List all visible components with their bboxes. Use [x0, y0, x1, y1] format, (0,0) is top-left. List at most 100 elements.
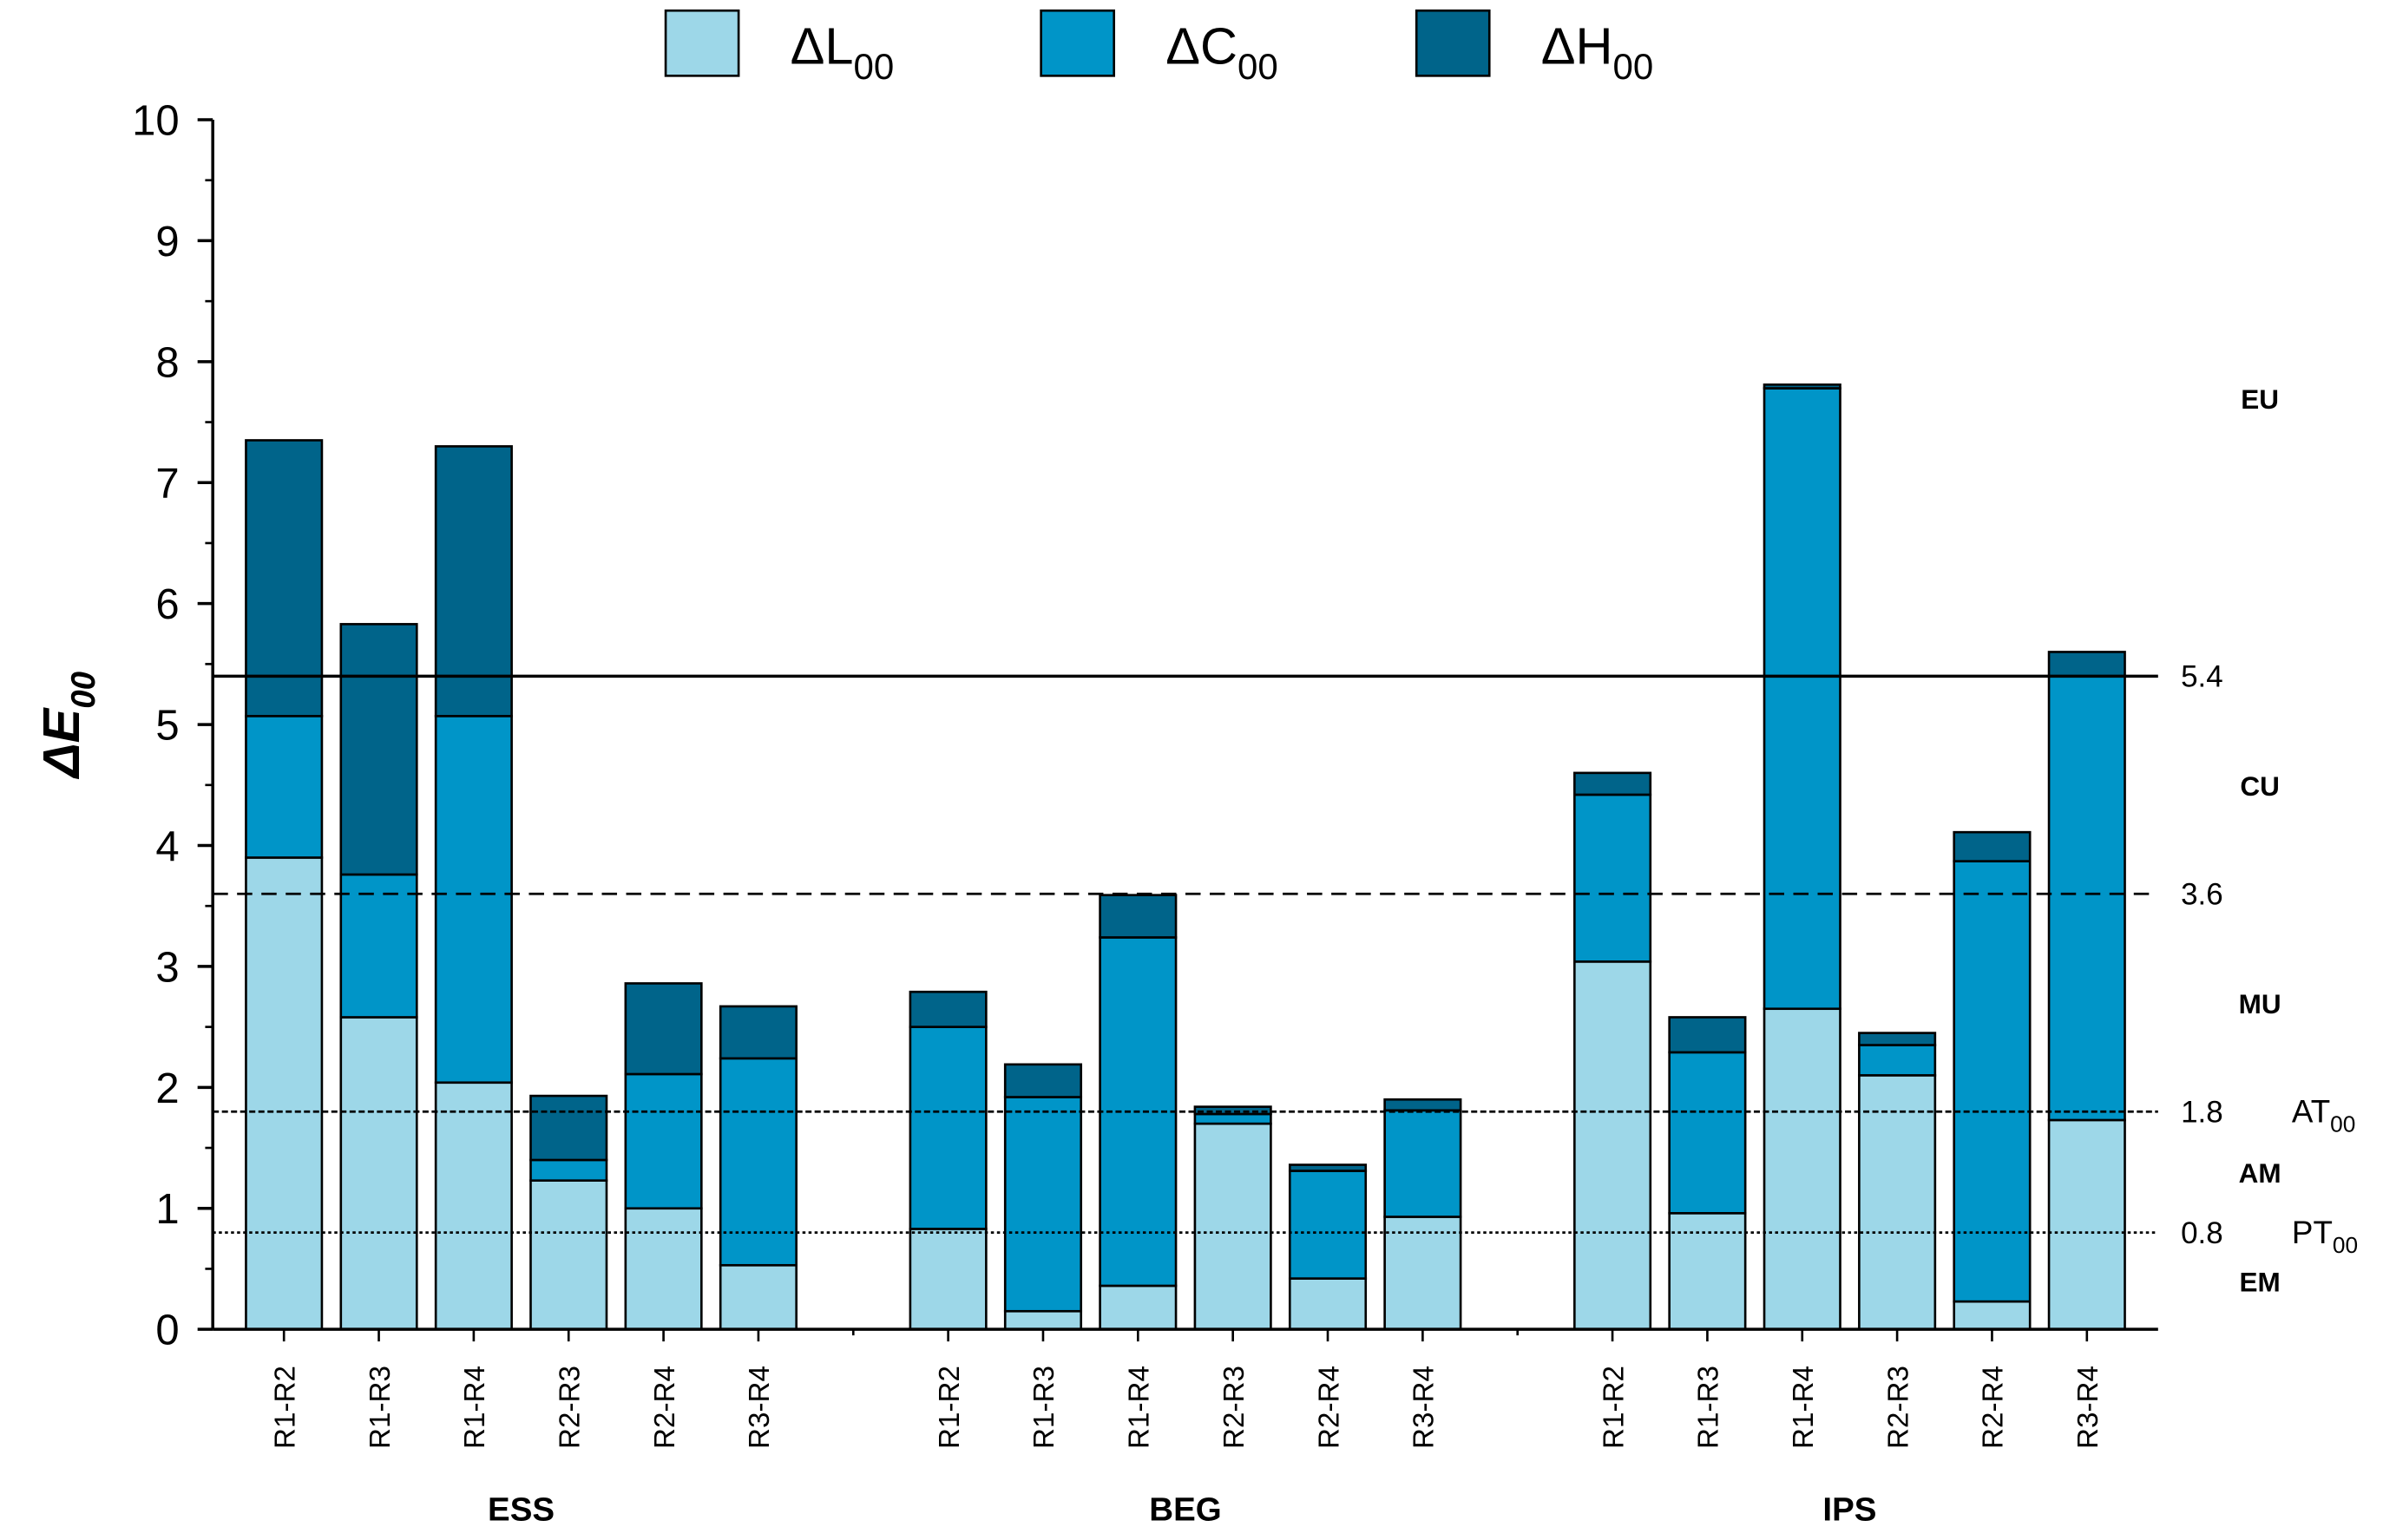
bar-segment — [624, 1207, 703, 1331]
y-tick-label: 3 — [155, 944, 179, 991]
legend-label-sub: 00 — [1613, 46, 1654, 87]
y-axis-title-sub: 00 — [65, 671, 102, 708]
bar-segment — [1953, 830, 2032, 862]
bar-segment — [434, 715, 513, 1085]
bar-segment — [1953, 1300, 2032, 1331]
x-tick-label: R2-R4 — [1978, 1366, 2010, 1449]
legend-label-sub: 00 — [1237, 46, 1278, 87]
bar-segment — [245, 715, 324, 859]
x-tick-label: R1-R4 — [459, 1366, 491, 1449]
x-tick-label: R3-R4 — [744, 1366, 776, 1449]
reference-value: 0.8 — [2181, 1216, 2223, 1250]
bar-segment — [1668, 1212, 1747, 1331]
bar-segment — [1573, 960, 1652, 1331]
x-tick-label: R1-R2 — [1598, 1366, 1630, 1449]
legend-swatch — [1415, 9, 1491, 77]
reference-label-main: PT — [2292, 1215, 2333, 1250]
bar-segment — [1193, 1112, 1272, 1125]
bar-segment — [909, 990, 988, 1028]
bar-segment — [1573, 793, 1652, 963]
reference-label: AT00 — [2292, 1093, 2355, 1137]
legend-label-sub: 00 — [854, 46, 895, 87]
bar-segment — [1003, 1063, 1083, 1098]
y-tick-label: 6 — [155, 581, 179, 628]
reference-label-main: AT — [2292, 1093, 2330, 1129]
bar-segment — [624, 982, 703, 1076]
group-label: ESS — [488, 1491, 555, 1528]
legend-label: ΔL00 — [791, 16, 895, 87]
reference-value: 3.6 — [2181, 878, 2223, 912]
bar-segment — [1288, 1163, 1368, 1172]
y-tick-label: 2 — [155, 1065, 179, 1112]
bar-segment — [245, 856, 324, 1331]
bar-segment — [1003, 1096, 1083, 1313]
x-tick-label: R1-R3 — [364, 1366, 397, 1449]
bar-segment — [719, 1005, 798, 1060]
y-tick-label: 1 — [155, 1186, 179, 1233]
bar-segment — [1288, 1277, 1368, 1331]
zone-label: MU — [2239, 989, 2281, 1019]
bar-segment — [1003, 1309, 1083, 1331]
x-tick-label: R3-R4 — [2072, 1366, 2104, 1449]
bar-segment — [1858, 1074, 1937, 1331]
bar-segment — [1383, 1109, 1462, 1218]
legend-label: ΔH00 — [1541, 16, 1654, 87]
group-label: IPS — [1822, 1491, 1876, 1528]
legend-label-main: ΔC — [1165, 16, 1237, 75]
zone-label: EM — [2240, 1268, 2281, 1298]
y-tick-label: 7 — [155, 461, 179, 508]
bar-segment — [719, 1057, 798, 1267]
bar-segment — [1668, 1016, 1747, 1054]
bar-segment — [909, 1026, 988, 1230]
bar-segment — [529, 1179, 608, 1331]
bar-segment — [1193, 1105, 1272, 1116]
zone-label: EU — [2241, 384, 2279, 415]
legend-label: ΔC00 — [1165, 16, 1278, 87]
bar-segment — [1858, 1044, 1937, 1077]
bar-segment — [434, 1081, 513, 1331]
bar-segment — [1288, 1170, 1368, 1280]
bar-segment — [245, 439, 324, 718]
bar-segment — [624, 1072, 703, 1210]
bar-segment — [339, 623, 418, 876]
bar-segment — [2047, 675, 2126, 1122]
x-tick-label: R2-R3 — [1882, 1366, 1914, 1449]
bar-segment — [719, 1263, 798, 1331]
zone-label: CU — [2240, 771, 2280, 802]
bar-segment — [1099, 1284, 1178, 1331]
x-tick-label: R2-R4 — [1313, 1366, 1345, 1449]
bar-segment — [909, 1228, 988, 1331]
bar-segment — [434, 445, 513, 718]
bar-segment — [1953, 860, 2032, 1303]
bar-segment — [1193, 1122, 1272, 1331]
reference-label-sub: 00 — [2333, 1232, 2358, 1258]
bar-segment — [529, 1158, 608, 1182]
y-tick-label: 10 — [132, 98, 180, 145]
reference-label: PT00 — [2292, 1215, 2358, 1258]
x-tick-label: R1-R2 — [269, 1366, 301, 1449]
bar-segment — [2047, 651, 2126, 678]
bar-segment — [1763, 383, 1841, 390]
legend-label-main: ΔL — [791, 16, 854, 75]
zone-label: AM — [2239, 1158, 2281, 1189]
reference-value: 5.4 — [2181, 660, 2223, 694]
y-tick-label: 8 — [155, 339, 179, 386]
bar-segment — [1763, 1007, 1841, 1331]
x-tick-label: R1-R3 — [1028, 1366, 1060, 1449]
x-tick-label: R1-R4 — [1788, 1366, 1820, 1449]
bar-segment — [1383, 1098, 1462, 1112]
bar-segment — [1099, 894, 1178, 939]
bar-segment — [2047, 1118, 2126, 1331]
bar-segment — [1763, 387, 1841, 1011]
y-axis-title: ΔE00 — [32, 671, 102, 779]
y-axis-title-main: ΔE — [32, 706, 90, 779]
bar-segment — [1383, 1216, 1462, 1331]
y-tick-label: 4 — [155, 823, 179, 870]
legend-label-main: ΔH — [1541, 16, 1613, 75]
x-tick-label: R3-R4 — [1408, 1366, 1441, 1449]
x-tick-label: R2-R3 — [554, 1366, 586, 1449]
bar-segment — [339, 1016, 418, 1331]
bar-segment — [1573, 771, 1652, 796]
